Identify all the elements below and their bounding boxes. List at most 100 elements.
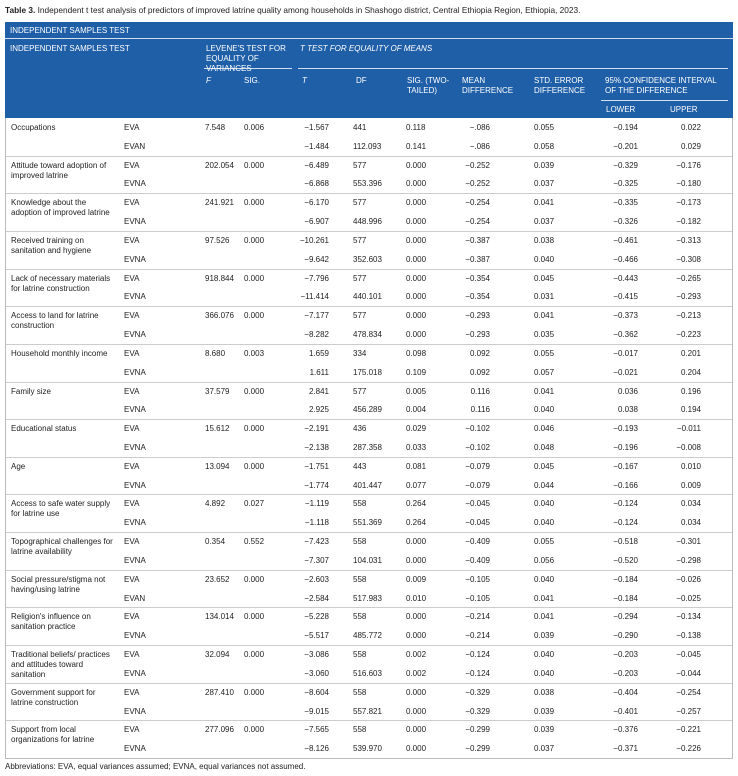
upper-value: 0.196 <box>680 386 701 396</box>
t-value: 2.841 <box>308 386 329 396</box>
md-value: −0.079 <box>465 461 490 471</box>
df-value: 443 <box>353 461 367 471</box>
se-value: 0.037 <box>534 179 555 189</box>
df-value: 456.289 <box>353 405 382 415</box>
sig-value: 0.000 <box>244 311 265 321</box>
se-value: 0.039 <box>534 160 555 170</box>
upper-value: −0.180 <box>676 179 701 189</box>
sig-value: 0.000 <box>244 574 265 584</box>
lower-value: −0.373 <box>613 311 638 321</box>
md-value: −0.299 <box>465 725 490 735</box>
assumption: EVNA <box>124 179 146 189</box>
lower-value: −0.203 <box>613 668 638 678</box>
df-value: 558 <box>353 725 367 735</box>
se-value: 0.040 <box>534 650 555 660</box>
upper-value: 0.034 <box>680 499 701 509</box>
variable-name: Government support for latrine construct… <box>11 687 96 707</box>
se-value: 0.041 <box>534 612 555 622</box>
se-value: 0.045 <box>534 461 555 471</box>
df-value: 551.369 <box>353 518 382 528</box>
f-value: 37.579 <box>205 386 230 396</box>
md-value: −0.354 <box>465 292 490 302</box>
assumption: EVNA <box>124 292 146 302</box>
se-value: 0.040 <box>534 574 555 584</box>
upper-value: −0.026 <box>676 574 701 584</box>
sig-value: 0.000 <box>244 235 265 245</box>
divider <box>298 68 728 69</box>
sig2-value: 0.098 <box>406 348 427 358</box>
sig2-value: 0.002 <box>406 668 427 678</box>
se-value: 0.031 <box>534 292 555 302</box>
assumption: EVA <box>124 612 140 622</box>
upper-value: −0.045 <box>676 650 701 660</box>
sig2-value: 0.000 <box>406 687 427 697</box>
df-value: 287.358 <box>353 443 382 452</box>
table-header: INDEPENDENT SAMPLES TEST INDEPENDENT SAM… <box>5 22 733 118</box>
sig-value: 0.000 <box>244 461 265 471</box>
md-value: −0.105 <box>465 593 490 603</box>
assumption: EVAN <box>124 141 146 151</box>
f-value: 15.612 <box>205 424 230 434</box>
t-value: −11.414 <box>300 292 329 302</box>
df-value: 440.101 <box>353 292 382 302</box>
md-value: −0.045 <box>465 499 490 509</box>
t-value: −1.484 <box>304 141 329 151</box>
lower-value: −0.184 <box>613 574 638 584</box>
lower-value: −0.124 <box>613 499 638 509</box>
row-separator <box>6 230 732 232</box>
sig2-value: 0.000 <box>406 555 427 565</box>
row-separator <box>6 268 732 270</box>
variable-name: Knowledge about the adoption of improved… <box>11 198 110 218</box>
se-value: 0.039 <box>534 631 555 641</box>
row-title: INDEPENDENT SAMPLES TEST <box>10 44 130 53</box>
df-value: 558 <box>353 537 367 547</box>
variable-name: Occupations <box>11 123 56 132</box>
sig2-value: 0.000 <box>406 160 427 170</box>
t-value: −5.228 <box>304 612 329 622</box>
assumption: EVA <box>124 574 140 584</box>
upper-value: −0.254 <box>676 687 701 697</box>
t-value: −1.567 <box>304 123 329 132</box>
se-value: 0.038 <box>534 235 555 245</box>
t-value: −9.642 <box>304 254 329 264</box>
assumption: EVNA <box>124 631 146 641</box>
lower-value: −0.294 <box>613 612 638 622</box>
se-value: 0.040 <box>534 254 555 264</box>
row-separator <box>6 343 732 345</box>
se-value: 0.040 <box>534 518 555 528</box>
assumption: EVA <box>124 537 140 547</box>
upper-value: −0.293 <box>676 292 701 302</box>
variable-name: Religion's influence on sanitation pract… <box>11 612 91 632</box>
df-value: 517.983 <box>353 593 382 603</box>
lower-value: −0.325 <box>613 179 638 189</box>
sig2-value: 0.010 <box>406 593 427 603</box>
sig2-value: 0.009 <box>406 574 427 584</box>
md-value: −0.354 <box>465 273 490 283</box>
lower-value: −0.335 <box>613 198 638 208</box>
row-separator <box>6 720 732 722</box>
assumption: EVA <box>124 235 140 245</box>
lower-value: −0.415 <box>613 292 638 302</box>
sig-value: 0.000 <box>244 687 265 697</box>
f-value: 202.054 <box>205 160 234 170</box>
t-value: −8.604 <box>304 687 329 697</box>
t-value: 1.659 <box>308 348 329 358</box>
sig-value: 0.000 <box>244 612 265 622</box>
se-value: 0.044 <box>534 480 555 490</box>
upper-value: 0.009 <box>680 480 701 490</box>
lower-value: −0.194 <box>613 123 638 132</box>
df-value: 516.603 <box>353 668 382 678</box>
f-value: 277.096 <box>205 725 234 735</box>
upper-value: −0.011 <box>676 424 701 434</box>
assumption: EVNA <box>124 744 146 754</box>
upper-value: −0.308 <box>676 254 701 264</box>
df-value: 485.772 <box>353 631 382 641</box>
df-value: 558 <box>353 612 367 622</box>
sig-value: 0.003 <box>244 348 265 358</box>
df-value: 577 <box>353 311 367 321</box>
f-value: 0.354 <box>205 537 226 547</box>
variable-name: Social pressure/stigma not having/using … <box>11 574 106 594</box>
assumption: EVA <box>124 461 140 471</box>
md-value: −0.329 <box>465 687 490 697</box>
sig2-value: 0.000 <box>406 725 427 735</box>
